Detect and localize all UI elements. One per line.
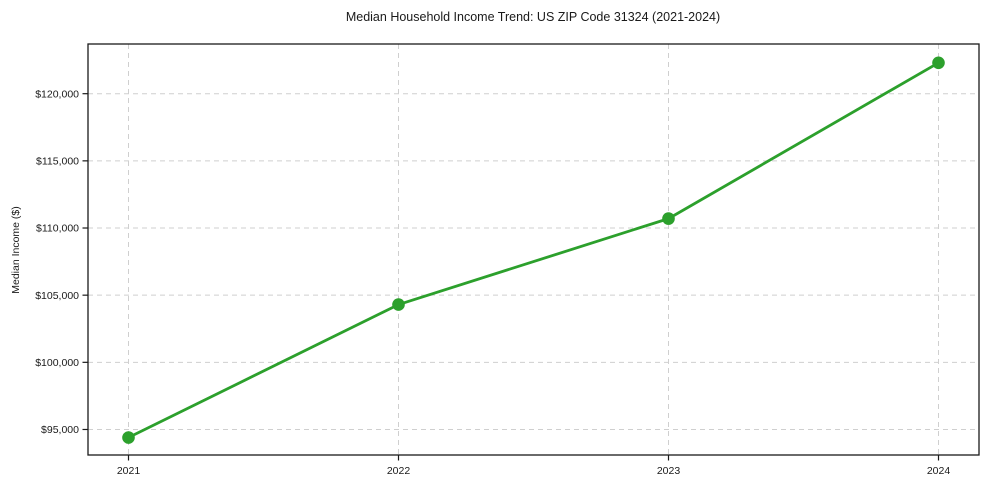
- y-axis-label: Median Income ($): [10, 206, 22, 294]
- data-point: [122, 431, 135, 444]
- chart-title: Median Household Income Trend: US ZIP Co…: [345, 10, 721, 24]
- x-tick-label: 2021: [117, 465, 141, 477]
- y-tick-label: $105,000: [35, 290, 79, 302]
- y-tick-label: $110,000: [36, 223, 79, 235]
- y-tick-label: $95,000: [41, 424, 79, 436]
- x-tick-label: 2022: [387, 465, 411, 477]
- x-tick-label: 2024: [927, 465, 951, 477]
- data-point: [662, 212, 675, 225]
- x-tick-label: 2023: [657, 465, 681, 477]
- data-point: [932, 56, 945, 70]
- data-line: [127, 61, 940, 439]
- y-tick-label: $120,000: [35, 88, 79, 100]
- data-point: [392, 298, 405, 311]
- plot-border: [87, 43, 980, 456]
- y-tick-label: $115,000: [36, 155, 79, 167]
- y-tick-label: $100,000: [35, 357, 79, 369]
